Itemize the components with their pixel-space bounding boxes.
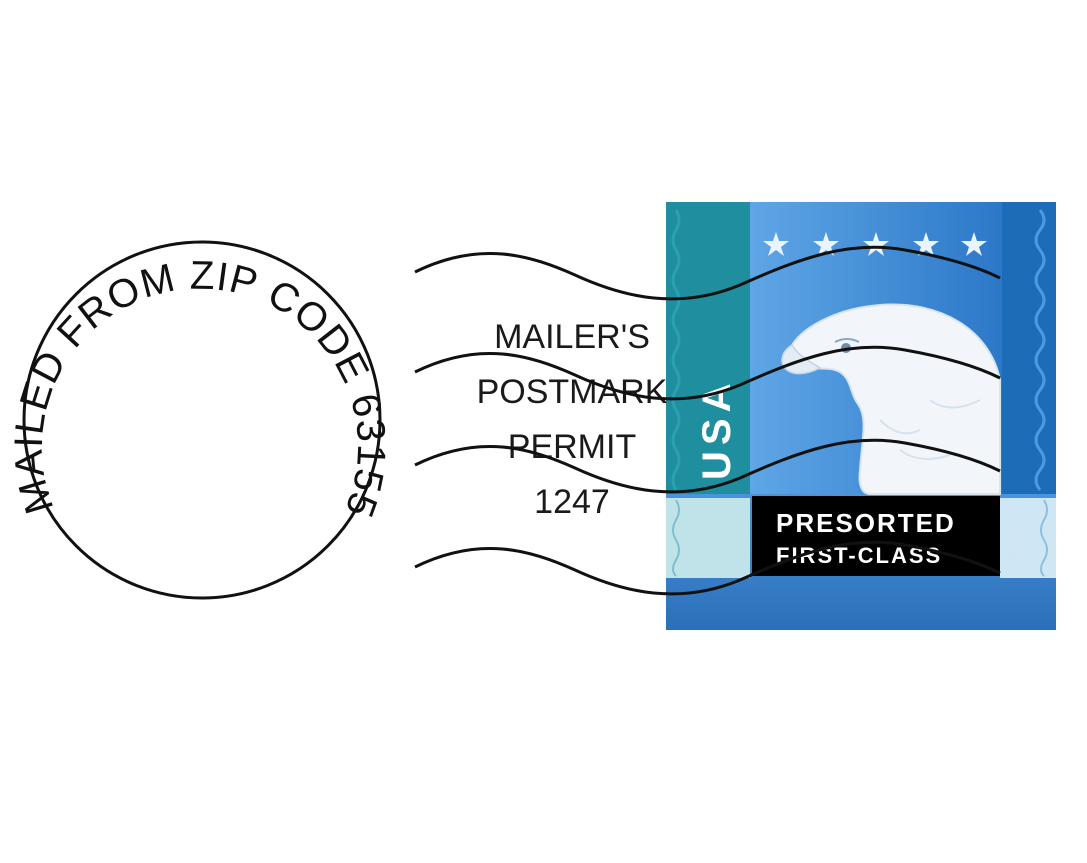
stamp-country-text: USA	[695, 378, 739, 480]
wave-line-4	[414, 540, 1001, 596]
svg-text:2012: 2012	[1010, 537, 1021, 560]
permit-line-1: MAILER'S	[494, 318, 650, 356]
stamp: USA PRESORTED FIRST-CLASS 2012	[666, 202, 1056, 630]
presorted-label-bg	[752, 496, 1000, 576]
postmark-circle	[22, 240, 382, 600]
wave-line-1	[414, 245, 1001, 301]
presorted-line1: PRESORTED	[776, 508, 956, 538]
cancellation-lines	[414, 245, 1001, 596]
wave-line-3	[414, 438, 1001, 494]
postmark-ring-text: MAILED FROM ZIP CODE 63155	[7, 254, 394, 524]
stars-icon	[763, 232, 987, 256]
permit-block: MAILER'S POSTMARK PERMIT 1247	[477, 318, 668, 521]
zip-code-postmark: MAILED FROM ZIP CODE 63155	[7, 240, 394, 600]
wave-line-2	[414, 345, 1001, 401]
permit-line-2: POSTMARK	[477, 373, 668, 411]
permit-line-3: PERMIT	[508, 428, 636, 466]
permit-line-4: 1247	[534, 483, 610, 521]
